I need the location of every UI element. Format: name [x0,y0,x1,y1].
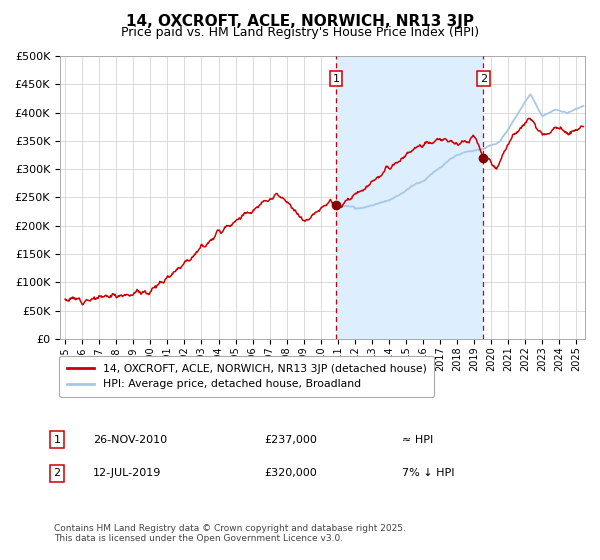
Text: Contains HM Land Registry data © Crown copyright and database right 2025.
This d: Contains HM Land Registry data © Crown c… [54,524,406,543]
Text: 1: 1 [53,435,61,445]
Text: 1: 1 [332,73,340,83]
Text: £237,000: £237,000 [264,435,317,445]
Bar [336,56,483,339]
Text: 26-NOV-2010: 26-NOV-2010 [93,435,167,445]
Legend: 14, OXCROFT, ACLE, NORWICH, NR13 3JP (detached house), HPI: Average price, detac: 14, OXCROFT, ACLE, NORWICH, NR13 3JP (de… [59,356,434,397]
Text: 14, OXCROFT, ACLE, NORWICH, NR13 3JP: 14, OXCROFT, ACLE, NORWICH, NR13 3JP [126,14,474,29]
Text: Price paid vs. HM Land Registry's House Price Index (HPI): Price paid vs. HM Land Registry's House … [121,26,479,39]
Text: ≈ HPI: ≈ HPI [402,435,433,445]
Text: £320,000: £320,000 [264,468,317,478]
Text: 2: 2 [53,468,61,478]
Text: 7% ↓ HPI: 7% ↓ HPI [402,468,455,478]
Text: 2: 2 [479,73,487,83]
Text: 12-JUL-2019: 12-JUL-2019 [93,468,161,478]
